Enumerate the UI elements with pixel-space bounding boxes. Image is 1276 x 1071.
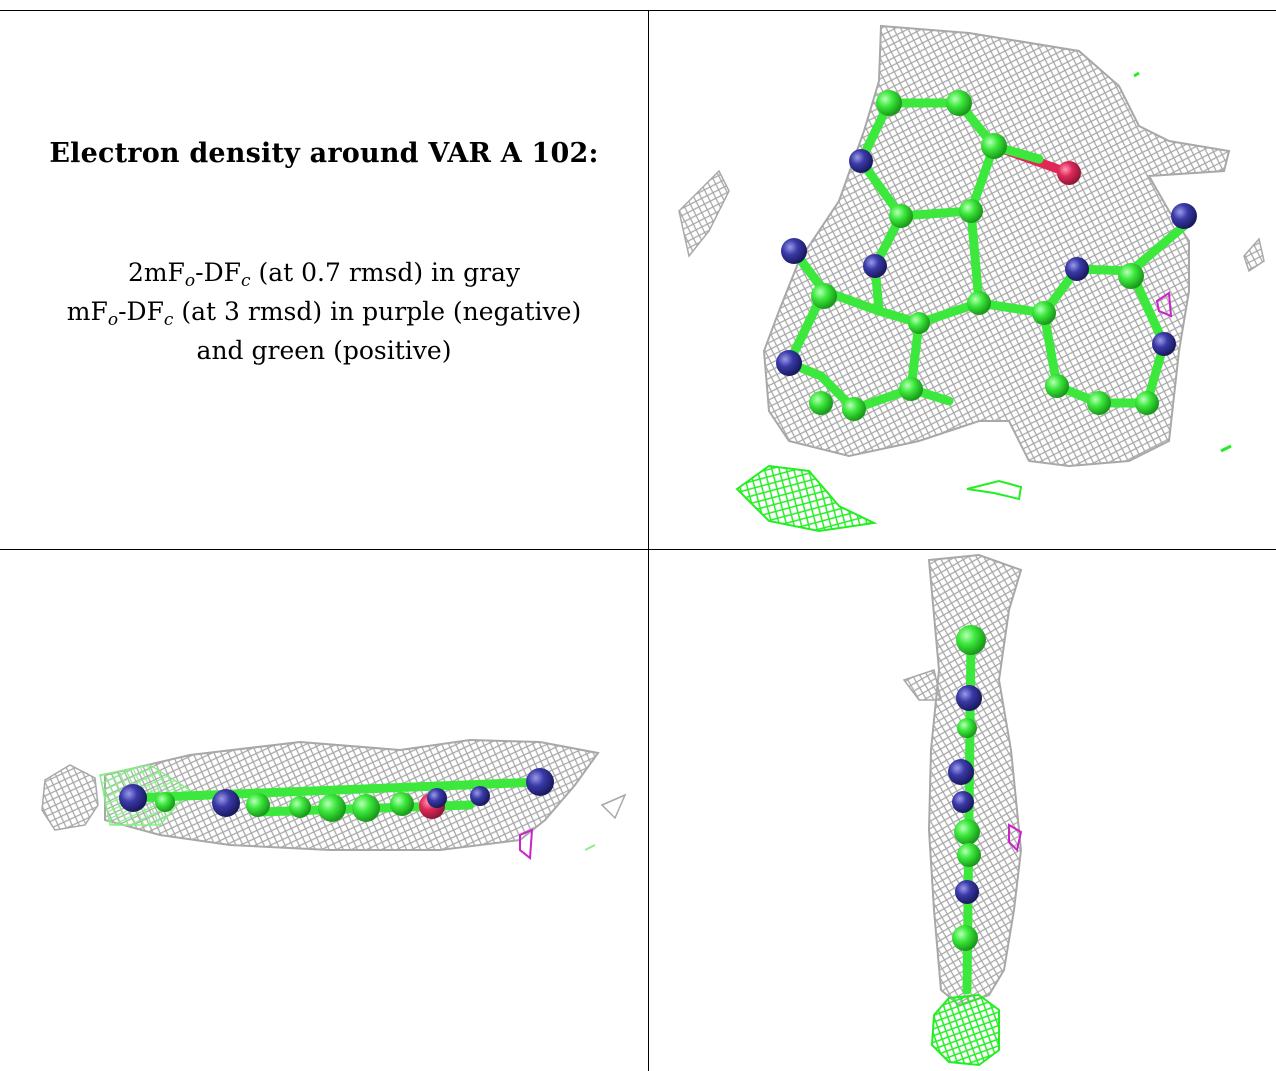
gray-density-mesh-vertical (902, 553, 1023, 1007)
gray-density-mesh-horizontal (41, 738, 627, 851)
negative-purple-mesh-vertical (1008, 823, 1023, 852)
face-on-view (649, 11, 1276, 549)
table-border-middle (0, 549, 1276, 550)
caption-title: Electron density around VAR A 102: (49, 138, 599, 169)
positive-green-mesh (735, 71, 1232, 533)
table-border-center (648, 10, 649, 1071)
positive-green-mesh-vertical (930, 993, 1000, 1067)
caption-legend: 2mFo-DFc (at 0.7 rmsd) in gray mFo-DFc (… (0, 253, 648, 370)
caption-cell: Electron density around VAR A 102: 2mFo-… (0, 10, 648, 549)
edge-on-horizontal-view (0, 550, 648, 1071)
atoms-horizontal (119, 768, 554, 822)
atoms (776, 90, 1197, 421)
table-border-top (0, 10, 1276, 11)
legend-line-gray: 2mFo-DFc (at 0.7 rmsd) in gray (127, 258, 521, 291)
edge-on-vertical-view (649, 550, 1276, 1071)
legend-line-green: and green (positive) (196, 336, 452, 365)
negative-purple-mesh (1155, 291, 1173, 318)
atoms-vertical (948, 625, 986, 951)
legend-line-purple: mFo-DFc (at 3 rmsd) in purple (negative) (66, 297, 582, 330)
gray-density-mesh (678, 24, 1265, 468)
negative-purple-mesh-horizontal (519, 828, 534, 860)
